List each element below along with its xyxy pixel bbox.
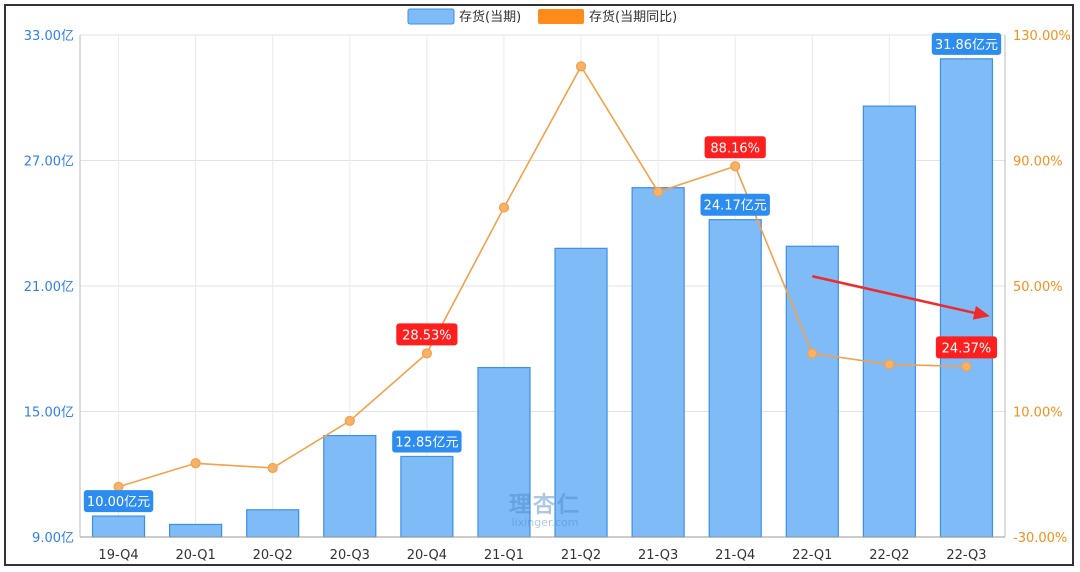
bar-data-label-text: 24.17亿元 xyxy=(704,199,767,214)
y-right-tick-label: 90.00% xyxy=(1013,155,1063,170)
line-data-label: 24.37% xyxy=(935,336,998,359)
line-point xyxy=(807,348,818,359)
bar xyxy=(400,455,454,538)
line-point xyxy=(961,361,972,372)
bar-data-label-bg xyxy=(83,490,154,513)
bar xyxy=(169,523,223,538)
line-data-label-text: 24.37% xyxy=(942,341,992,356)
legend-label-line[interactable]: 存货(当期同比) xyxy=(589,9,677,25)
bar xyxy=(939,58,994,538)
bar-data-label-bg xyxy=(931,32,1002,55)
arrow-head xyxy=(972,305,990,320)
x-tick-label: 20-Q1 xyxy=(176,548,216,563)
watermark: 理杏仁 lixinger.com xyxy=(509,492,581,529)
bar-series xyxy=(91,58,994,538)
bar xyxy=(631,187,685,538)
x-tick-label: 21-Q3 xyxy=(638,548,678,563)
watermark-line2: lixinger.com xyxy=(512,516,579,529)
bar-data-label-bg xyxy=(392,430,462,453)
y-left-tick-label: 15.00亿 xyxy=(24,406,74,421)
y-left-tick-label: 9.00亿 xyxy=(32,531,74,546)
bar-data-label-text: 10.00亿元 xyxy=(87,495,150,510)
line-point xyxy=(190,458,201,469)
bar-data-label: 12.85亿元 xyxy=(392,430,462,453)
x-tick-label: 22-Q3 xyxy=(946,548,986,563)
line-data-label-text: 28.53% xyxy=(402,328,452,343)
legend-label-bar[interactable]: 存货(当期) xyxy=(459,9,521,25)
arrow-shaft xyxy=(812,275,979,315)
line-point xyxy=(575,61,587,72)
line-point xyxy=(498,202,510,213)
x-tick-label: 21-Q4 xyxy=(715,548,755,563)
bar-data-label-bg xyxy=(700,193,770,216)
data-labels: 10.00亿元 12.85亿元 24.17亿元 31.86亿元 28.53% 88.16%… xyxy=(83,32,1002,513)
x-tick-label: 21-Q2 xyxy=(561,548,601,563)
bar xyxy=(554,247,608,538)
bar xyxy=(323,434,377,538)
bar xyxy=(785,245,839,538)
legend-swatch-bar[interactable] xyxy=(407,8,455,25)
bar-data-label-text: 31.86亿元 xyxy=(935,38,998,53)
watermark-line1: 理杏仁 xyxy=(509,492,581,518)
line-point xyxy=(653,186,664,197)
bar-data-label: 31.86亿元 xyxy=(931,32,1002,55)
y-right-tick-label: 130.00% xyxy=(1013,29,1071,44)
line-series xyxy=(113,61,972,492)
x-tick-label: 22-Q2 xyxy=(869,548,909,563)
x-tick-label: 20-Q2 xyxy=(253,548,293,563)
x-tick-label: 20-Q4 xyxy=(407,548,447,563)
bar xyxy=(246,509,300,538)
legend[interactable]: 存货(当期) 存货(当期同比) xyxy=(407,8,677,25)
line-data-label: 88.16% xyxy=(704,136,766,159)
line-point xyxy=(421,348,432,359)
line-path xyxy=(118,64,967,488)
y-left-tick-label: 21.00亿 xyxy=(24,280,74,295)
line-point xyxy=(267,462,278,474)
bar xyxy=(477,366,531,538)
bar-data-label-text: 12.85亿元 xyxy=(395,435,458,450)
y-right-tick-label: -30.00% xyxy=(1013,531,1067,546)
trend-arrow xyxy=(812,275,990,320)
bar xyxy=(708,219,762,538)
y-right-tick-label: 50.00% xyxy=(1013,280,1063,295)
legend-swatch-line[interactable] xyxy=(538,9,584,24)
line-data-label-bg xyxy=(396,323,458,346)
bar xyxy=(862,105,916,538)
line-data-label-bg xyxy=(704,136,766,159)
y-left-tick-label: 33.00亿 xyxy=(24,29,74,44)
line-point xyxy=(344,415,355,427)
axes: 33.00亿 27.00亿 21.00亿 15.00亿 9.00亿 130.00% 90.0… xyxy=(24,29,1071,563)
line-data-label-text: 88.16% xyxy=(710,141,760,156)
line-data-label: 28.53% xyxy=(396,323,458,346)
x-tick-label: 19-Q4 xyxy=(98,548,138,563)
bar-data-label: 24.17亿元 xyxy=(700,193,770,216)
line-data-label-bg xyxy=(935,336,998,359)
y-right-tick-label: 10.00% xyxy=(1013,406,1063,421)
x-tick-label: 22-Q1 xyxy=(792,548,832,563)
bar xyxy=(91,515,146,538)
line-point xyxy=(113,481,124,492)
x-tick-label: 20-Q3 xyxy=(330,548,370,563)
bar-data-label: 10.00亿元 xyxy=(83,490,154,513)
x-tick-label: 21-Q1 xyxy=(484,548,524,563)
line-point xyxy=(730,161,741,172)
y-left-tick-label: 27.00亿 xyxy=(24,155,74,170)
grid xyxy=(80,34,1005,538)
line-point xyxy=(884,359,895,370)
